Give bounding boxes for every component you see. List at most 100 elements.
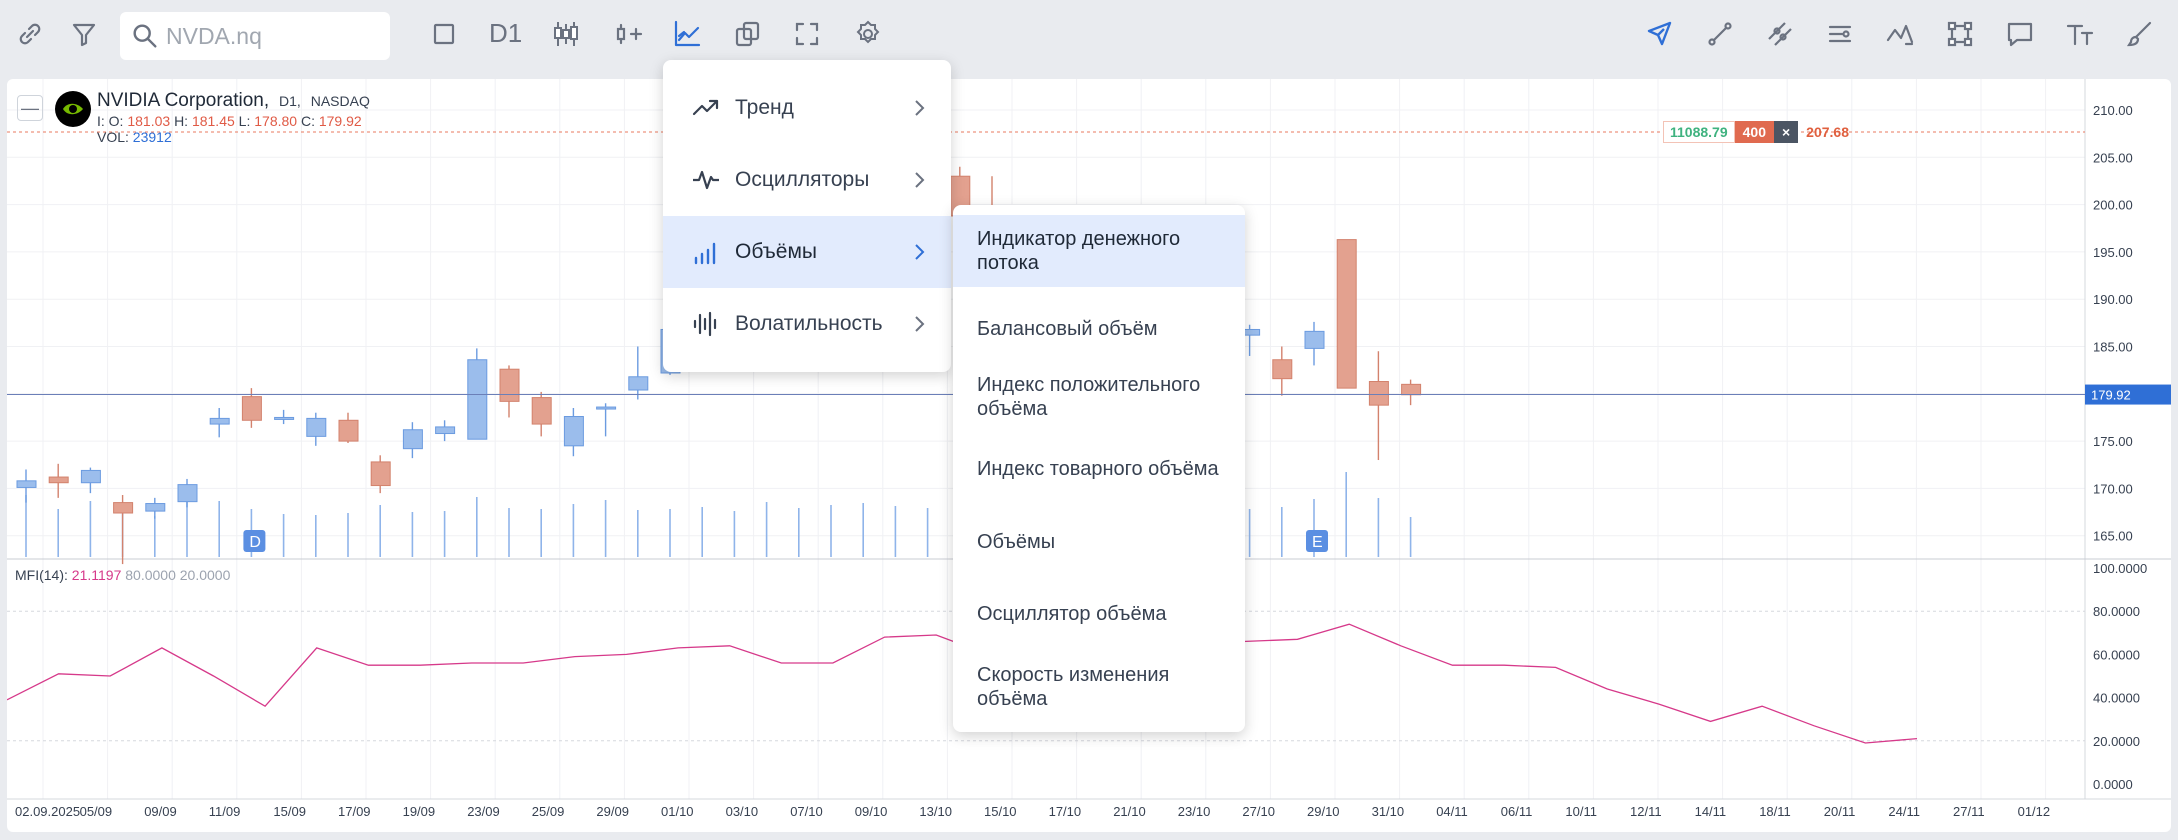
vol-label: VOL: [97,129,129,145]
candle-body [338,419,359,442]
collapse-button[interactable]: — [17,95,43,121]
menu-item-volatility[interactable]: Волатильность [663,288,951,360]
ohlc-h-value: 181.45 [191,113,235,129]
search-box[interactable] [120,12,390,60]
submenu-item-volume-oscillator[interactable]: Осциллятор объёма [977,603,1167,625]
ohlc-h-label: H: [174,113,189,129]
price-tick-label: 185.00 [2093,340,2133,355]
x-tick-label: 25/09 [532,804,565,819]
timeframe-button[interactable]: D1 [489,18,523,48]
price-tick-label: 210.00 [2093,103,2133,118]
mfi-tick-label: 20.0000 [2093,734,2140,749]
x-tick-label: 31/10 [1372,804,1405,819]
event-marker [243,530,266,552]
x-tick-label: 01/10 [661,804,694,819]
candle-body [402,429,423,450]
filter-icon[interactable] [64,14,104,54]
legend-timeframe: D1, [279,93,301,109]
vol-value: 23912 [132,129,172,145]
menu-item-label: Тренд [735,96,794,119]
x-tick-label: 12/11 [1630,804,1662,819]
submenu-item-volume-roc[interactable]: Скорость изменения объёма [977,664,1170,710]
mfi-tick-label: 60.0000 [2093,647,2140,662]
ohlc-l-label: L: [238,113,251,129]
comment-icon[interactable] [2000,14,2040,54]
candles-icon[interactable] [546,14,586,54]
link-icon[interactable] [10,14,50,54]
x-tick-label: 09/10 [855,804,888,819]
fullscreen-icon[interactable] [787,14,827,54]
chevron-right-icon [915,100,925,116]
submenu-item-mfi[interactable]: Индикатор денежного потока [953,215,1245,287]
x-tick-label: 21/10 [1113,804,1146,819]
x-tick-label: 04/11 [1436,804,1468,819]
rectangle-icon[interactable] [424,14,464,54]
price-tick-label: 190.00 [2093,292,2133,307]
price-tick-label: 170.00 [2093,481,2133,496]
x-tick-label: 27/11 [1953,804,1985,819]
candle-body [48,476,69,484]
mfi-upper: 80.0000 [125,567,176,583]
candle-body [177,484,198,503]
search-icon [133,24,157,48]
x-tick-label: 24/11 [1888,804,1920,819]
x-tick-label: 18/11 [1759,804,1791,819]
candle-body [596,406,617,410]
candle-body [1272,359,1293,380]
mfi-tick-label: 0.0000 [2093,777,2133,792]
candle-body [499,368,520,402]
submenu-item-volumes[interactable]: Объёмы [977,531,1056,553]
x-tick-label: 19/09 [403,804,436,819]
menu-item-label: Осцилляторы [735,168,870,191]
layers-icon[interactable] [728,14,768,54]
order-price[interactable]: 11088.79 [1663,121,1735,143]
trend-icon [692,99,719,116]
indicators-icon[interactable] [667,14,707,54]
parallel-line-icon[interactable] [1760,14,1800,54]
order-close-icon[interactable]: × [1773,121,1799,143]
legend-exchange: NASDAQ [310,93,370,109]
shape-icon[interactable] [1940,14,1980,54]
candle-body [467,359,488,440]
text-icon[interactable] [2060,14,2100,54]
mfi-name: MFI(14): [15,567,68,583]
candle-body [1368,381,1389,406]
chevron-right-icon [915,172,925,188]
add-indicator-icon[interactable] [608,14,648,54]
x-tick-label: 02.09.2025 [15,804,80,819]
search-input[interactable] [166,22,376,50]
menu-item-volumes[interactable]: Объёмы [663,216,951,288]
cursor-icon[interactable] [1640,14,1680,54]
chevron-right-icon [915,316,925,332]
instrument-name: NVIDIA Corporation, [97,90,270,111]
line-icon[interactable] [1700,14,1740,54]
levels-icon[interactable] [1820,14,1860,54]
x-tick-label: 05/09 [80,804,113,819]
menu-item-oscillators[interactable]: Осцилляторы [663,144,951,216]
candle-body [16,480,37,488]
x-tick-label: 29/10 [1307,804,1340,819]
candle-body [370,461,391,487]
x-tick-label: 23/09 [467,804,500,819]
event-marker-label: E [1312,534,1323,551]
order-qty[interactable]: 400 [1734,121,1774,143]
candle-body [1304,330,1325,349]
trend-arrow-icon[interactable] [1880,14,1920,54]
submenu-item-obv[interactable]: Балансовый объём [977,318,1158,340]
price-tick-label: 165.00 [2093,529,2133,544]
x-tick-label: 14/11 [1695,804,1727,819]
submenu-item-pvi[interactable]: Индекс положительного объёма [977,374,1201,420]
x-tick-label: 11/09 [209,804,241,819]
volatility-icon [693,311,717,337]
candle-body [80,469,101,484]
candle-body [435,426,456,435]
candle-body [274,416,295,420]
candle-body [145,503,166,512]
candle-body [306,417,327,437]
settings-icon[interactable] [848,14,888,54]
menu-item-trend[interactable]: Тренд [663,72,951,144]
brush-icon[interactable] [2120,14,2160,54]
ohlc-c-label: C: [300,113,315,129]
submenu-item-commodity-volume[interactable]: Индекс товарного объёма [977,458,1219,480]
order-box[interactable]: 11088.79 400 × 207.68 [1663,120,1857,144]
